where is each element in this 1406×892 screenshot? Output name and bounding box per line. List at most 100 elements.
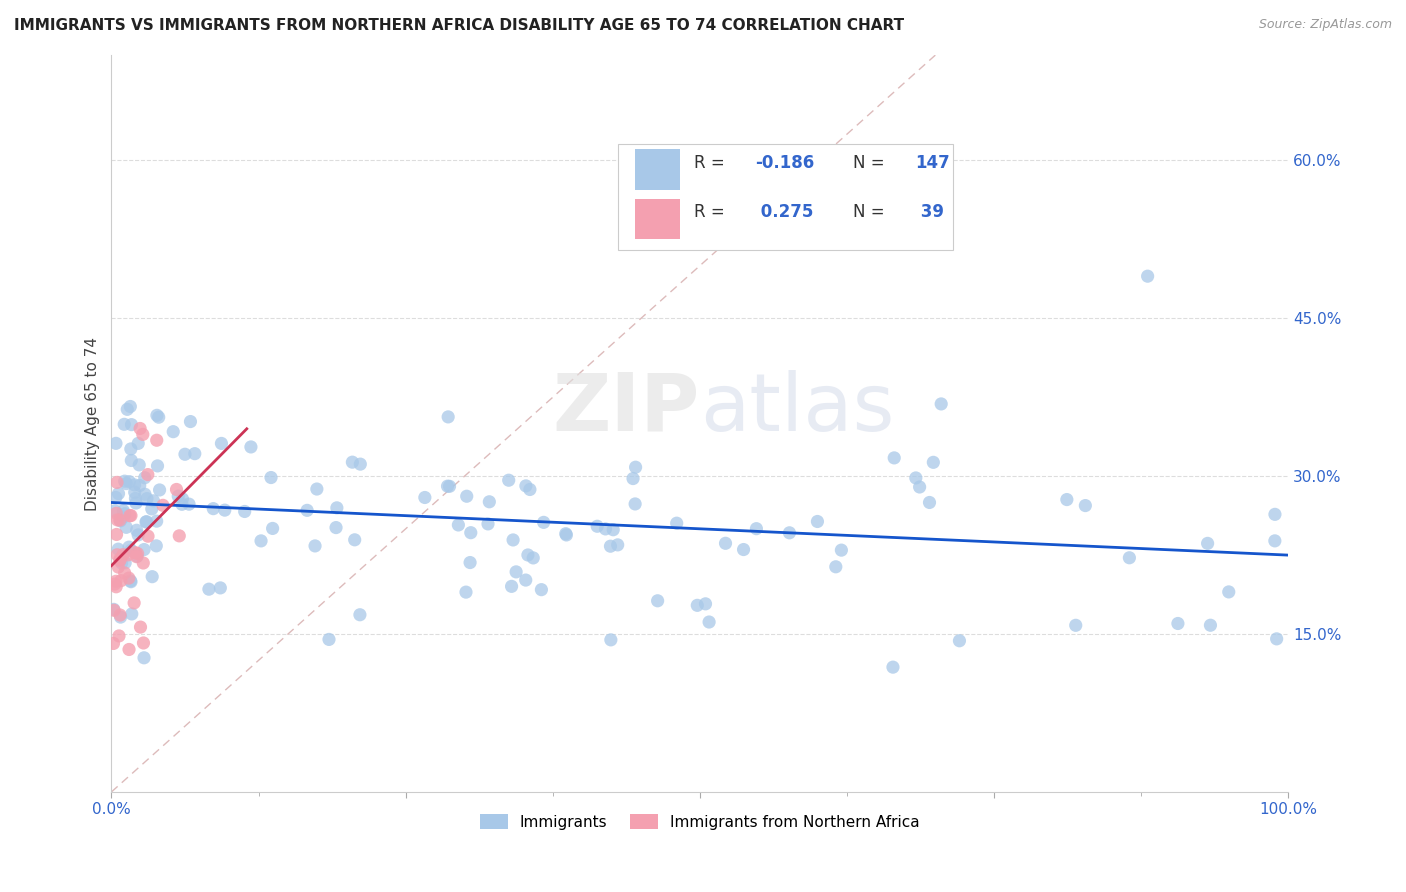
Point <box>733 542 755 557</box>
Point <box>120 574 142 588</box>
Point <box>929 397 952 411</box>
Point <box>343 533 366 547</box>
Point <box>530 582 553 597</box>
Point <box>555 528 578 542</box>
Point <box>515 573 537 587</box>
Point <box>104 436 127 450</box>
Point <box>1056 492 1078 507</box>
Point <box>595 522 617 536</box>
Point <box>115 520 138 534</box>
Point <box>519 483 541 497</box>
Point <box>516 548 538 562</box>
Point <box>883 450 905 465</box>
Point <box>125 523 148 537</box>
Point <box>148 410 170 425</box>
Point <box>599 539 621 553</box>
Text: 39: 39 <box>915 203 945 221</box>
Text: R =: R = <box>695 153 730 172</box>
Point <box>152 499 174 513</box>
FancyBboxPatch shape <box>636 199 681 239</box>
Point <box>522 550 544 565</box>
Point <box>129 620 152 634</box>
Point <box>118 540 141 554</box>
Y-axis label: Disability Age 65 to 74: Disability Age 65 to 74 <box>86 336 100 510</box>
Point <box>342 455 364 469</box>
Point <box>778 525 800 540</box>
Point <box>172 491 194 506</box>
Point <box>1264 508 1286 522</box>
Point <box>124 491 146 506</box>
Point <box>184 447 207 461</box>
Point <box>125 496 148 510</box>
Point <box>349 457 371 471</box>
Point <box>502 533 524 547</box>
Point <box>714 536 737 550</box>
Point <box>107 486 129 500</box>
Point <box>132 427 155 442</box>
Point <box>125 549 148 564</box>
Point <box>103 636 125 650</box>
Point <box>454 585 477 599</box>
Point <box>127 549 149 564</box>
Point <box>135 515 157 529</box>
Text: Source: ZipAtlas.com: Source: ZipAtlas.com <box>1258 18 1392 31</box>
Point <box>174 447 197 461</box>
Point <box>908 480 931 494</box>
Point <box>262 521 284 535</box>
Point <box>107 560 129 574</box>
Point <box>948 633 970 648</box>
Point <box>114 507 136 521</box>
Point <box>447 518 470 533</box>
Point <box>501 579 523 593</box>
Point <box>127 436 149 450</box>
Point <box>110 556 132 570</box>
Point <box>145 434 167 448</box>
Point <box>1074 499 1097 513</box>
Point <box>104 491 127 505</box>
Point <box>162 425 184 439</box>
Point <box>166 483 188 497</box>
Point <box>104 577 127 591</box>
Point <box>134 487 156 501</box>
Point <box>918 495 941 509</box>
Point <box>349 607 371 622</box>
Point <box>108 553 131 567</box>
Text: 147: 147 <box>915 153 950 172</box>
Point <box>128 458 150 472</box>
Point <box>1264 533 1286 548</box>
Point <box>647 594 669 608</box>
Point <box>112 417 135 432</box>
Point <box>105 506 128 520</box>
Point <box>1167 616 1189 631</box>
Text: N =: N = <box>853 203 890 221</box>
Point <box>110 574 132 588</box>
Point <box>118 508 141 523</box>
Point <box>120 508 142 523</box>
Point <box>121 607 143 621</box>
Point <box>745 522 768 536</box>
Point <box>167 489 190 503</box>
Point <box>505 565 527 579</box>
Point <box>136 467 159 482</box>
Point <box>170 497 193 511</box>
Point <box>124 485 146 500</box>
Point <box>198 582 221 597</box>
Point <box>325 520 347 534</box>
Point <box>114 566 136 580</box>
Point <box>305 482 328 496</box>
Point <box>621 471 644 485</box>
Point <box>142 493 165 508</box>
Point <box>295 503 318 517</box>
Point <box>148 483 170 497</box>
Legend: Immigrants, Immigrants from Northern Africa: Immigrants, Immigrants from Northern Afr… <box>474 807 925 836</box>
Text: ZIP: ZIP <box>553 370 700 448</box>
Point <box>882 660 904 674</box>
Point <box>1218 585 1240 599</box>
Point <box>239 440 262 454</box>
Point <box>830 543 852 558</box>
Point <box>624 460 647 475</box>
Point <box>127 547 149 561</box>
Point <box>112 510 135 524</box>
Point <box>132 650 155 665</box>
Point <box>214 503 236 517</box>
